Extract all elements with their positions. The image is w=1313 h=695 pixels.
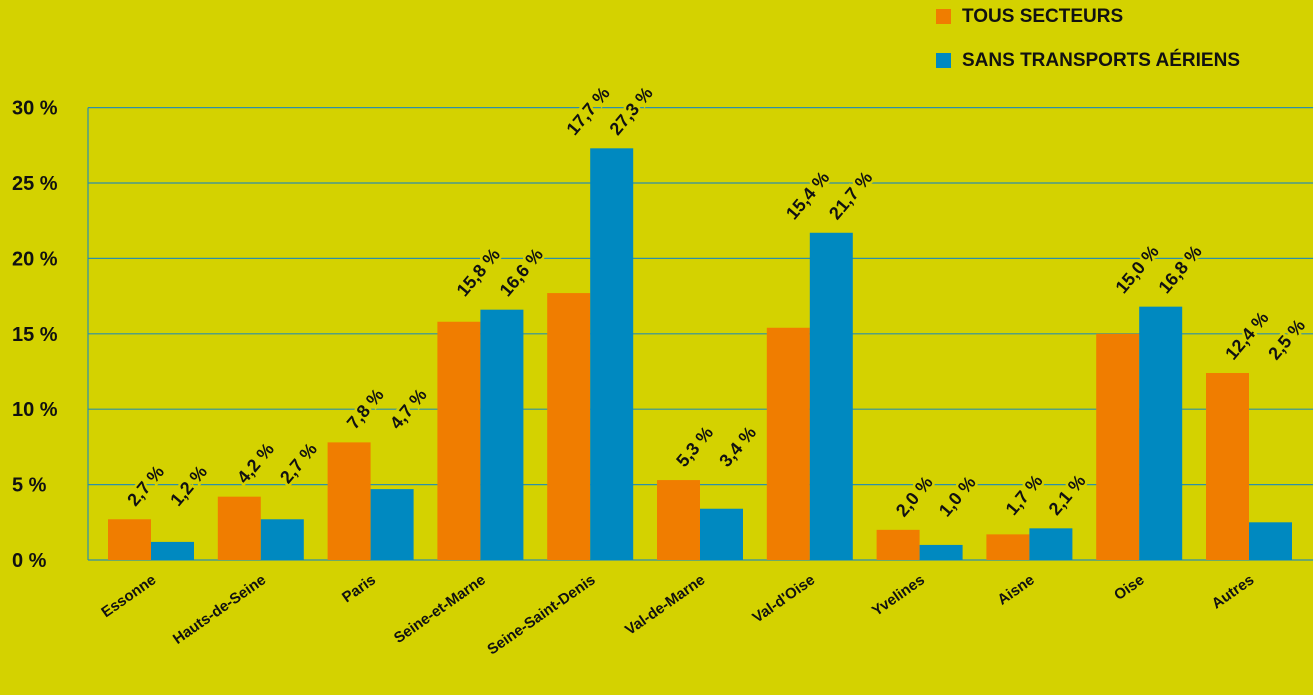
- bar-sans-transports-aeriens: [1249, 522, 1292, 560]
- value-label: 1,2 %: [166, 462, 211, 510]
- y-tick-label: 20 %: [12, 248, 58, 270]
- legend: TOUS SECTEURS SANS TRANSPORTS AÉRIENS: [936, 6, 1240, 71]
- bar-sans-transports-aeriens: [700, 508, 743, 560]
- value-label: 15,4 %: [782, 168, 833, 224]
- legend-swatch: [936, 9, 951, 24]
- bar-tous-secteurs: [657, 480, 700, 560]
- bars: [108, 148, 1292, 561]
- x-tick-label: Paris: [339, 571, 379, 606]
- bar-tous-secteurs: [876, 529, 920, 560]
- bar-tous-secteurs: [217, 496, 261, 560]
- bar-sans-transports-aeriens: [260, 519, 304, 560]
- value-label: 3,4 %: [715, 423, 760, 471]
- bar-sans-transports-aeriens: [370, 489, 414, 560]
- value-label: 4,2 %: [233, 439, 278, 487]
- x-tick-label: Essonne: [98, 571, 159, 621]
- bar-tous-secteurs: [766, 327, 810, 560]
- bar-tous-secteurs: [1096, 333, 1140, 560]
- y-tick-label: 0 %: [12, 550, 47, 572]
- x-tick-label: Val-de-Marne: [622, 571, 708, 638]
- bar-sans-transports-aeriens: [919, 544, 963, 560]
- value-label: 1,7 %: [1002, 471, 1047, 519]
- bar-tous-secteurs: [986, 534, 1030, 560]
- value-label: 2,1 %: [1045, 471, 1090, 519]
- x-tick-label: Seine-Saint-Denis: [484, 571, 598, 658]
- y-tick-label: 25 %: [12, 173, 58, 195]
- value-label: 17,7 %: [562, 83, 613, 139]
- value-label: 2,7 %: [276, 439, 321, 487]
- value-label: 2,0 %: [892, 472, 937, 520]
- bar-tous-secteurs: [547, 293, 591, 560]
- value-label: 2,5 %: [1264, 315, 1309, 363]
- x-axis: Essonne Hauts-de-Seine Paris Seine-et-Marne…: [98, 571, 1257, 658]
- x-tick-label: Seine-et-Marne: [391, 571, 489, 647]
- legend-swatch: [936, 53, 951, 68]
- value-label: 27,3 %: [605, 83, 656, 139]
- value-label: 12,4 %: [1221, 308, 1272, 364]
- bar-sans-transports-aeriens: [590, 148, 634, 561]
- bar-sans-transports-aeriens: [1139, 306, 1183, 560]
- bar-sans-transports-aeriens: [1029, 528, 1073, 560]
- value-label: 15,0 %: [1111, 241, 1162, 297]
- bar-sans-transports-aeriens: [480, 309, 524, 560]
- value-label: 15,8 %: [453, 244, 504, 300]
- y-axis: 0 % 5 % 10 % 15 % 20 % 25 % 30 %: [12, 98, 89, 572]
- x-tick-label: Yvelines: [869, 571, 928, 619]
- bar-tous-secteurs: [437, 321, 481, 560]
- x-tick-label: Oise: [1111, 571, 1147, 604]
- y-tick-label: 10 %: [12, 399, 58, 421]
- bar-tous-secteurs: [1206, 373, 1249, 560]
- x-tick-label: Hauts-de-Seine: [170, 571, 269, 648]
- value-label: 16,8 %: [1154, 241, 1205, 297]
- value-label: 1,0 %: [935, 472, 980, 520]
- bar-sans-transports-aeriens: [151, 541, 194, 560]
- bar-sans-transports-aeriens: [809, 232, 853, 560]
- value-label: 16,6 %: [496, 244, 547, 300]
- y-tick-label: 5 %: [12, 475, 47, 497]
- x-tick-label: Val-d'Oise: [749, 571, 818, 626]
- value-label: 21,7 %: [825, 168, 876, 224]
- y-tick-label: 30 %: [12, 98, 58, 120]
- legend-label: SANS TRANSPORTS AÉRIENS: [962, 49, 1240, 71]
- value-label: 5,3 %: [672, 423, 717, 471]
- x-tick-label: Aisne: [994, 571, 1037, 608]
- gridlines: [88, 106, 1313, 561]
- bar-tous-secteurs: [327, 442, 371, 560]
- y-tick-label: 15 %: [12, 324, 58, 346]
- legend-label: TOUS SECTEURS: [962, 6, 1123, 27]
- x-tick-label: Autres: [1209, 571, 1258, 612]
- bar-tous-secteurs: [108, 519, 151, 560]
- value-label: 2,7 %: [123, 462, 168, 510]
